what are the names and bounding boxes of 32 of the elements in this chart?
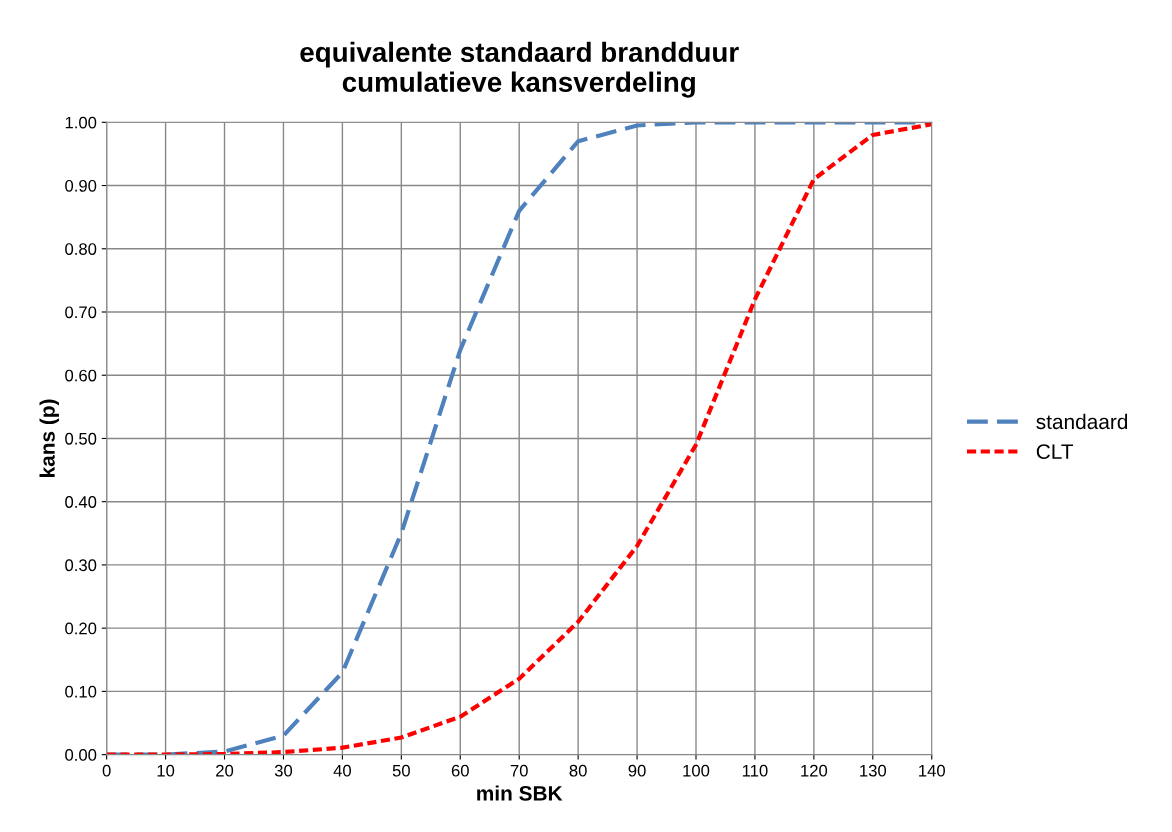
y-axis-title: kans (p) <box>39 399 59 477</box>
legend-label: CLT <box>1036 444 1074 459</box>
y-tick-label: 0.20 <box>65 622 97 635</box>
y-tick-label: 0.30 <box>65 559 97 572</box>
y-tick-label: 0.40 <box>65 496 97 508</box>
x-tick-label: 60 <box>451 764 469 777</box>
x-tick-label: 80 <box>569 764 587 777</box>
y-tick-label: 0.70 <box>65 306 97 319</box>
x-tick-label: 30 <box>274 764 293 777</box>
x-tick-label: 70 <box>510 764 528 777</box>
x-tick-label: 20 <box>216 764 234 777</box>
y-tick-label: 0.80 <box>65 243 97 255</box>
x-tick-label: 10 <box>157 764 175 777</box>
y-tick-label: 0.60 <box>65 369 97 382</box>
x-axis-title: min SBK <box>477 785 563 801</box>
x-tick-label: 100 <box>683 764 710 777</box>
x-tick-label: 40 <box>333 764 352 777</box>
y-tick-label: 0.10 <box>65 685 97 698</box>
y-tick-label: 0.50 <box>65 432 97 445</box>
x-tick-label: 0 <box>102 764 111 777</box>
chart-title: equivalente standaard brandduur cumulatieve kansverdeling <box>300 41 739 98</box>
line-series <box>106 122 932 755</box>
x-tick-label: 120 <box>801 764 828 777</box>
y-tick-label: 1.00 <box>65 116 97 129</box>
legend-label: standaard <box>1036 413 1128 430</box>
x-tick-label: 90 <box>628 764 646 777</box>
x-tick-label: 140 <box>919 764 945 777</box>
y-tick-label: 0.90 <box>65 179 97 192</box>
y-tick-label: 0.00 <box>65 749 97 761</box>
x-tick-label: 50 <box>392 764 410 777</box>
x-tick-label: 110 <box>742 764 768 777</box>
x-tick-label: 130 <box>860 764 887 777</box>
